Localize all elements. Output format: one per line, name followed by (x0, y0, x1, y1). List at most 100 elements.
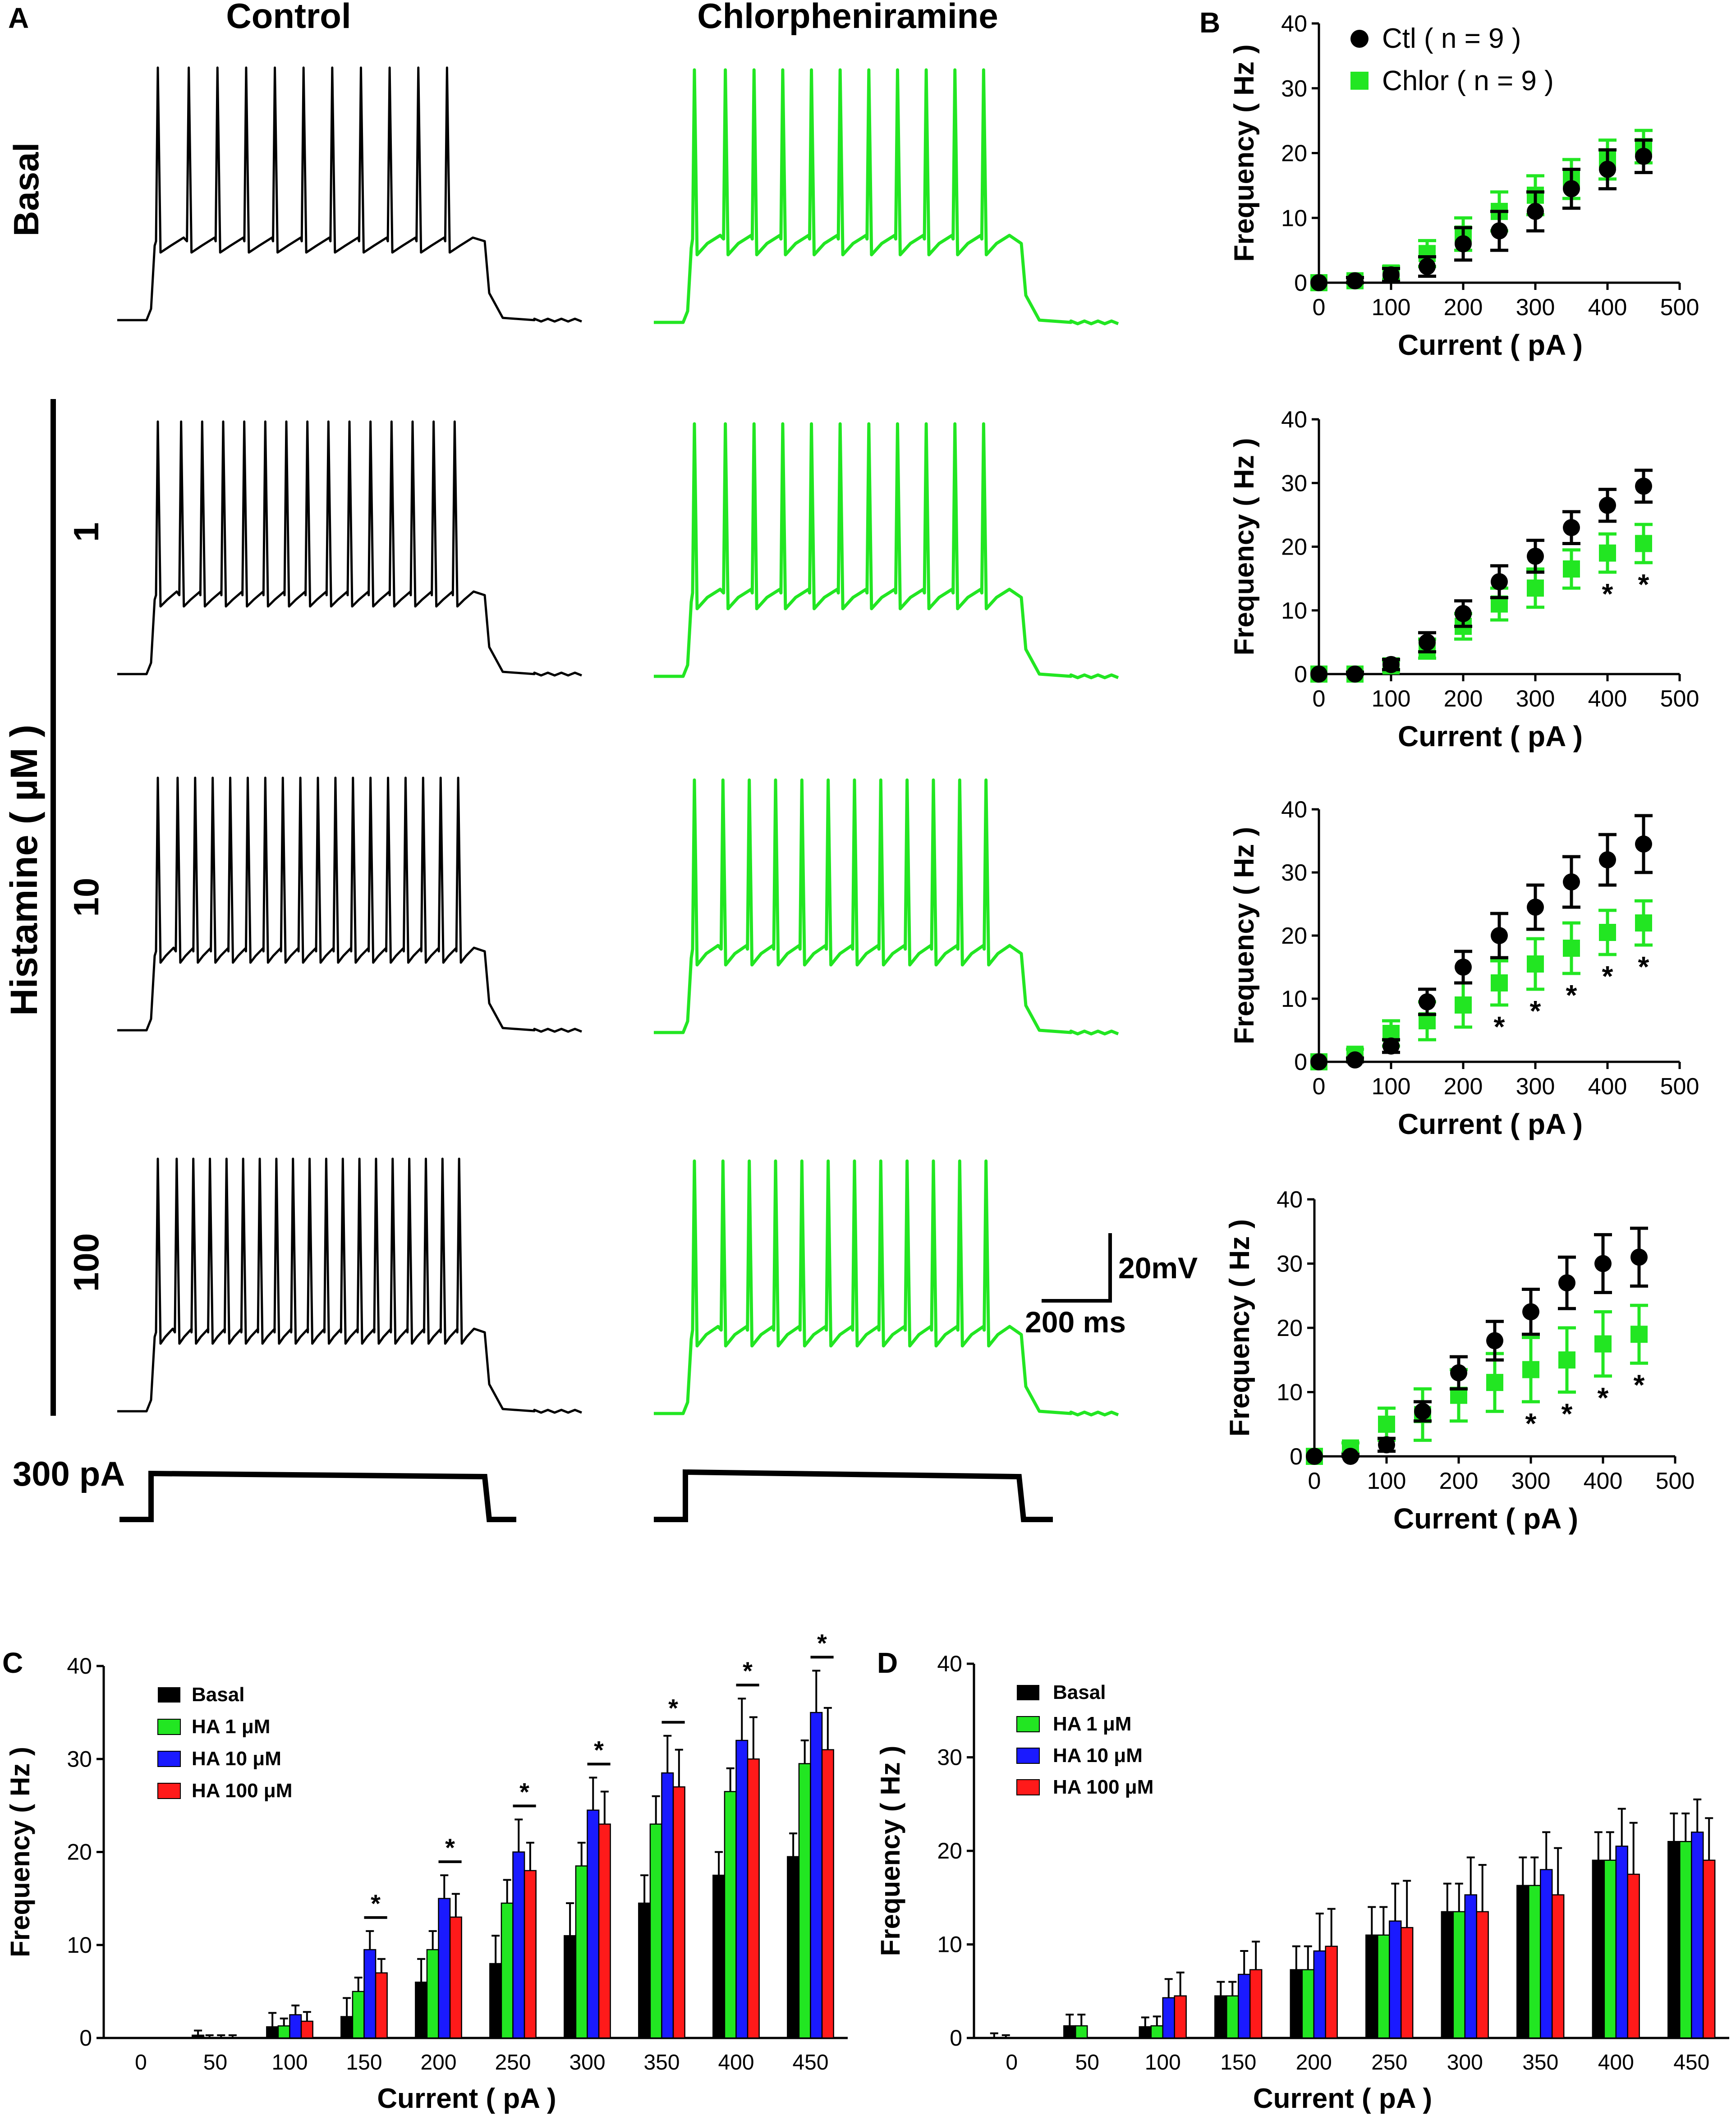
significance-star: * (1602, 960, 1613, 992)
significance-star: * (1638, 568, 1649, 601)
x-tick-label: 300 (1447, 2051, 1483, 2075)
bar-ha-10-m (1464, 1894, 1477, 2039)
significance-star: * (1494, 1010, 1505, 1043)
y-tick-label: 0 (1294, 270, 1307, 296)
data-point-ctl (1522, 1303, 1539, 1321)
data-point-ctl (1346, 1051, 1364, 1069)
x-tick-label: 200 (1444, 294, 1483, 321)
bar-ha-1-m (1226, 1995, 1239, 2039)
bar-basal (1516, 1885, 1529, 2039)
bar-ha-1-m (352, 1991, 365, 2039)
x-tick-label: 0 (135, 2051, 147, 2075)
legend-swatch-ha1 (1016, 1716, 1040, 1732)
x-tick-label: 100 (271, 2051, 308, 2075)
data-point-ctl (1310, 665, 1327, 683)
legend-label-ctl: Ctl ( n = 9 ) (1382, 23, 1521, 54)
bar-chart-chlorpheniramine: 0 10 20 30 40 Current ( pA ) Frequency ( Hz ) 0… (875, 1651, 1729, 2114)
bar-ha-10-m (363, 1949, 377, 2039)
legend-label-ha100: HA 100 μM (1053, 1776, 1153, 1798)
bar-ha-100-m (821, 1749, 834, 2039)
significance-star: * (1561, 1398, 1573, 1430)
y-tick-label: 10 (1281, 986, 1307, 1012)
legend-label-ha100: HA 100 μM (192, 1780, 292, 1802)
column-title-control: Control (226, 0, 351, 36)
legend-swatch-ha100 (1016, 1779, 1040, 1795)
bar-ha-1-m (1452, 1911, 1466, 2039)
bar-ha-1-m (1301, 1969, 1315, 2039)
x-tick-label: 350 (1522, 2051, 1558, 2075)
data-point-chlor (1486, 1374, 1503, 1391)
x-tick-label: 200 (1444, 1074, 1483, 1100)
y-axis-label: Frequency ( Hz ) (875, 1746, 905, 1956)
x-axis-label: Current ( pA ) (1398, 720, 1583, 753)
bar-ha-100-m (1249, 1969, 1263, 2039)
bar-basal (564, 1935, 577, 2039)
trace-control-3 (117, 1157, 582, 1414)
y-tick-label: 10 (1281, 598, 1307, 624)
bar-ha-10-m (289, 2014, 302, 2039)
bar-ha-10-m (1313, 1950, 1326, 2039)
y-tick-label: 30 (67, 1746, 92, 1772)
data-point-chlor (1522, 1361, 1539, 1378)
bar-ha-10-m (1691, 1831, 1704, 2039)
data-point-chlor (1594, 1335, 1612, 1353)
bar-ha-1-m (798, 1763, 811, 2039)
bar-ha-1-m (277, 2025, 290, 2039)
trace-control-2 (117, 776, 582, 1033)
bar-ha-100-m (1551, 1894, 1565, 2039)
data-point-chlor (1491, 974, 1508, 991)
bar-ha-10-m (587, 1809, 600, 2039)
bar-ha-100-m (1627, 1873, 1640, 2039)
significance-star: * (519, 1777, 529, 1806)
data-point-ctl (1310, 1053, 1327, 1070)
panel-letter-c: C (2, 1647, 23, 1679)
data-point-ctl (1306, 1448, 1323, 1465)
significance-star: * (1525, 1407, 1537, 1440)
data-point-chlor (1455, 996, 1472, 1014)
legend-scatter: Ctl ( n = 9 ) Chlor ( n = 9 ) (1350, 23, 1554, 96)
x-axis-label: Current ( pA ) (1253, 2083, 1432, 2114)
x-tick-label: 500 (1656, 1468, 1695, 1494)
x-tick-label: 100 (1367, 1468, 1406, 1494)
trace-chlor-1 (654, 422, 1119, 679)
bar-ha-10-m (1238, 1974, 1251, 2039)
x-tick-label: 400 (1598, 2051, 1634, 2075)
x-tick-label: 50 (203, 2051, 227, 2075)
trace-chlor-2 (654, 778, 1119, 1036)
data-point-ctl (1491, 927, 1508, 944)
legend-swatch-ha10 (157, 1751, 181, 1767)
bar-basal (266, 2026, 279, 2039)
y-tick-label: 40 (67, 1653, 92, 1679)
trace-chlor-3 (654, 1159, 1119, 1417)
data-point-ctl (1382, 266, 1400, 284)
y-tick-label: 10 (1277, 1380, 1303, 1406)
y-tick-label: 20 (937, 1838, 962, 1863)
x-tick-label: 100 (1372, 294, 1411, 321)
x-axis-label: Current ( pA ) (1393, 1502, 1578, 1535)
data-point-ctl (1527, 547, 1544, 565)
data-point-ctl (1527, 899, 1544, 916)
bar-ha-1-m (1679, 1841, 1692, 2039)
bar-ha-10-m (512, 1851, 525, 2039)
y-tick-label: 20 (1281, 923, 1307, 949)
bar-ha-100-m (1325, 1946, 1338, 2039)
y-tick-label: 0 (950, 2025, 962, 2051)
data-point-ctl (1491, 573, 1508, 591)
bar-basal (340, 2016, 354, 2039)
y-axis-label: Frequency ( Hz ) (1229, 827, 1260, 1044)
legend-marker-chlor (1350, 72, 1369, 90)
bar-ha-100-m (375, 1972, 388, 2039)
y-tick-label: 10 (937, 1932, 962, 1957)
significance-star: * (743, 1657, 753, 1685)
bar-basal (1139, 2026, 1152, 2039)
bar-ha-10-m (1389, 1920, 1402, 2039)
x-tick-label: 0 (1308, 1468, 1321, 1494)
data-point-ctl (1630, 1248, 1648, 1266)
data-point-chlor (1630, 1326, 1648, 1343)
y-tick-label: 0 (79, 2025, 92, 2051)
significance-star: * (1638, 950, 1649, 983)
bar-basal (1441, 1911, 1454, 2039)
data-point-ctl (1455, 235, 1472, 252)
significance-star: * (1598, 1381, 1609, 1414)
bar-ha-100-m (524, 1870, 537, 2039)
